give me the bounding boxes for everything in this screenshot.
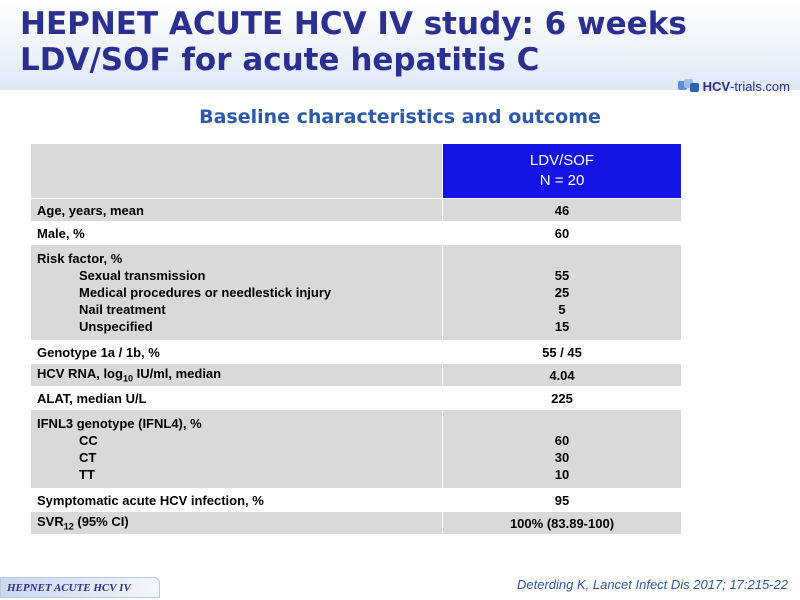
title-band	[0, 0, 800, 90]
sub-row-label: CT	[79, 450, 97, 465]
column-header-line-1: LDV/SOF	[529, 152, 595, 169]
table-header-row: LDV/SOF N = 20	[30, 143, 682, 199]
row-label-group: IFNL3 genotype (IFNL4), % CC CT TT	[30, 409, 443, 489]
row-value-group: 55 25 5 15	[442, 244, 682, 341]
row-label: HCV RNA, log10 IU/ml, median	[30, 363, 443, 387]
sub-row-label: Sexual transmission	[79, 268, 206, 283]
row-label: IFNL3 genotype (IFNL4), %	[37, 416, 202, 431]
table-row-hcv-rna: HCV RNA, log10 IU/ml, median 4.04	[30, 363, 682, 387]
row-label: SVR12 (95% CI)	[30, 511, 443, 535]
row-label-group: Risk factor, % Sexual transmission Medic…	[30, 244, 443, 341]
sub-row-value: 5	[558, 302, 566, 317]
table-row-ifnl3: IFNL3 genotype (IFNL4), % CC CT TT 60 30…	[30, 409, 682, 489]
row-label: Symptomatic acute HCV infection, %	[30, 488, 443, 512]
row-value: 60	[442, 221, 682, 245]
header-empty-cell	[30, 143, 443, 199]
row-value-group: 60 30 10	[442, 409, 682, 489]
sub-row-value: 55	[554, 268, 570, 283]
row-label: ALAT, median U/L	[30, 386, 443, 410]
sub-row-label: Unspecified	[79, 319, 153, 334]
row-value: 55 / 45	[442, 340, 682, 364]
sub-row-label: Medical procedures or needlestick injury	[79, 285, 332, 300]
sub-row-value: 25	[554, 285, 570, 300]
table-row-risk-factor: Risk factor, % Sexual transmission Medic…	[30, 244, 682, 341]
row-value: 4.04	[442, 363, 682, 387]
column-header-ldv-sof: LDV/SOF N = 20	[442, 143, 682, 199]
table-row-genotype: Genotype 1a / 1b, % 55 / 45	[30, 340, 682, 364]
sub-row-label: CC	[79, 433, 98, 448]
row-value: 225	[442, 386, 682, 410]
logo-prefix: HCV	[702, 78, 731, 94]
logo-mark-icon	[677, 79, 700, 93]
citation: Deterding K, Lancet Infect Dis 2017; 17:…	[516, 577, 788, 592]
row-value: 95	[442, 488, 682, 512]
row-value: 100% (83.89-100)	[442, 511, 682, 535]
row-label: Male, %	[30, 221, 443, 245]
sub-row-value: 60	[554, 433, 570, 448]
table-row-alat: ALAT, median U/L 225	[30, 386, 682, 410]
sub-row-value: 30	[554, 450, 570, 465]
row-label: Age, years, mean	[30, 198, 443, 222]
table-row-svr: SVR12 (95% CI) 100% (83.89-100)	[30, 511, 682, 535]
logo-suffix: -trials.com	[730, 78, 790, 94]
baseline-table: LDV/SOF N = 20 Age, years, mean 46 Male,…	[30, 143, 682, 535]
title-line-2: LDV/SOF for acute hepatitis C	[20, 42, 540, 78]
column-header-line-2: N = 20	[539, 172, 585, 189]
sub-row-label: Nail treatment	[79, 302, 166, 317]
hcv-trials-logo: HCV-trials.com	[677, 76, 790, 96]
table-row-age: Age, years, mean 46	[30, 198, 682, 222]
study-footer-tag: HEPNET ACUTE HCV IV	[0, 577, 160, 598]
row-label: Genotype 1a / 1b, %	[30, 340, 443, 364]
row-value: 46	[442, 198, 682, 222]
table-row-male: Male, % 60	[30, 221, 682, 245]
sub-row-label: TT	[79, 467, 95, 482]
slide-title: HEPNET ACUTE HCV IV study: 6 weeks LDV/S…	[20, 6, 720, 78]
sub-row-value: 10	[554, 467, 570, 482]
table-row-symptomatic: Symptomatic acute HCV infection, % 95	[30, 488, 682, 512]
title-line-1: HEPNET ACUTE HCV IV study: 6 weeks	[20, 6, 687, 42]
row-label: Risk factor, %	[37, 251, 123, 266]
sub-row-value: 15	[554, 319, 570, 334]
table-subtitle: Baseline characteristics and outcome	[199, 106, 601, 128]
